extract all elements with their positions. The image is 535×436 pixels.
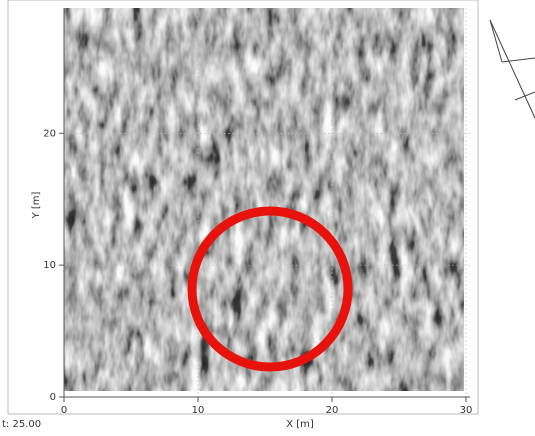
x-tick-label: 0 (61, 405, 67, 416)
x-tick-label: 30 (460, 405, 473, 416)
y-axis-label: Y [m] (31, 191, 42, 219)
y-tick-label: 20 (43, 128, 56, 139)
x-axis-label: X [m] (286, 419, 314, 430)
chart: 0 10 20 30 0 10 20 X [m] Y [m] t: 25.00 (0, 0, 535, 432)
y-tick-label: 0 (50, 392, 56, 403)
x-tick-label: 20 (326, 405, 339, 416)
y-tick-label: 10 (43, 260, 56, 271)
radar-image (64, 8, 464, 391)
north-arrow (490, 20, 535, 118)
time-label: t: 25.00 (2, 419, 41, 430)
x-tick-label: 10 (192, 405, 205, 416)
